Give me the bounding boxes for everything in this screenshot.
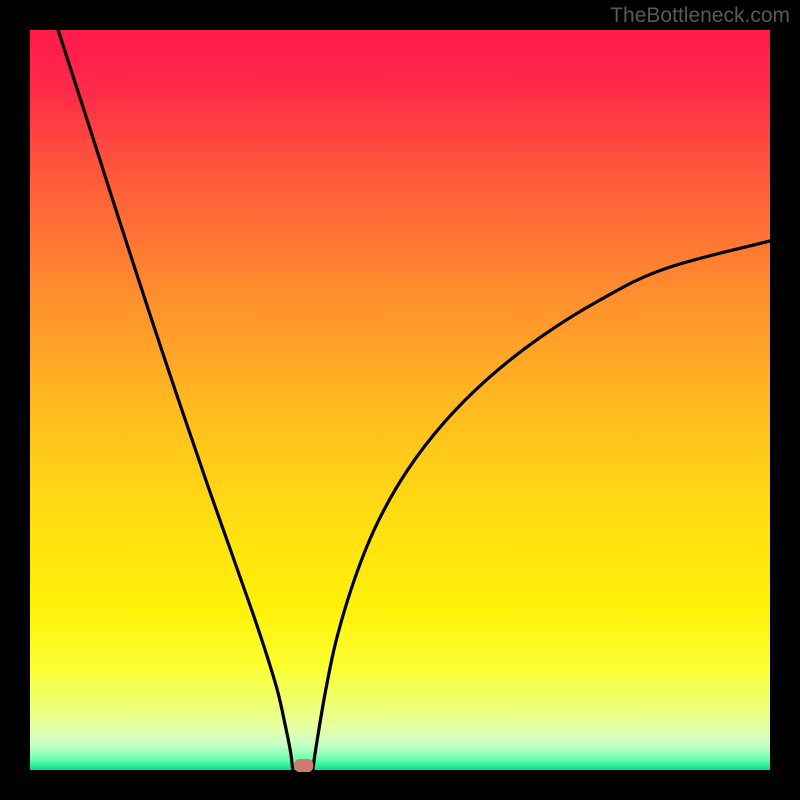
optimum-marker	[295, 760, 313, 772]
chart-svg	[0, 0, 800, 800]
plot-background-gradient	[30, 30, 770, 770]
chart-stage: TheBottleneck.com	[0, 0, 800, 800]
watermark-label: TheBottleneck.com	[610, 4, 790, 28]
